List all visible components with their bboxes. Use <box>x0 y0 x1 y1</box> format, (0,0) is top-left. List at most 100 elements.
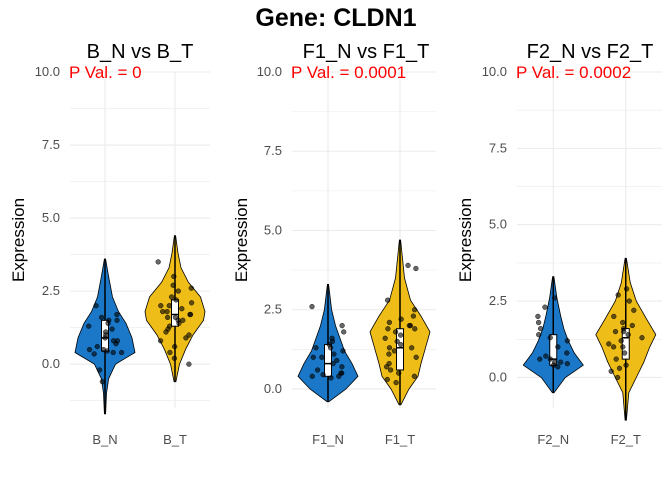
data-point <box>179 306 185 312</box>
data-point <box>169 294 175 300</box>
data-point <box>608 368 614 374</box>
data-point <box>189 300 195 306</box>
y-tick-label: 10.0 <box>257 64 282 79</box>
x-tick-label: F1_T <box>385 432 415 447</box>
data-point <box>313 345 319 351</box>
data-point <box>103 329 109 335</box>
data-point <box>171 273 177 280</box>
y-tick-label: 10.0 <box>35 64 60 79</box>
data-point <box>188 285 194 291</box>
y-tick-label: 7.5 <box>489 140 507 155</box>
data-point <box>334 357 340 364</box>
data-point <box>329 335 335 341</box>
data-point <box>537 326 544 332</box>
figure-title: Gene: CLDN1 <box>255 4 416 32</box>
data-point <box>614 374 621 381</box>
data-point <box>547 335 553 341</box>
data-point <box>393 329 399 335</box>
data-point <box>91 351 97 357</box>
data-point <box>319 354 325 360</box>
panels: 0.0 2.5 5.0 7.5 10.0 B_N B_T B_N vs B_T Expressi… <box>9 41 662 447</box>
y-tick-label: 2.5 <box>42 283 60 298</box>
data-point <box>114 311 120 318</box>
data-point <box>93 303 99 309</box>
y-tick-label: 5.0 <box>264 222 282 237</box>
data-point <box>110 349 116 356</box>
p-value-annotation: P Val. = 0.0001 <box>291 63 406 82</box>
p-value-annotation: P Val. = 0.0002 <box>516 63 631 82</box>
data-point <box>86 347 93 353</box>
data-point <box>339 370 345 376</box>
data-point <box>620 319 626 326</box>
data-point <box>535 313 541 320</box>
data-point <box>183 335 189 341</box>
data-point <box>616 365 623 371</box>
data-point <box>606 341 612 347</box>
data-point <box>172 314 179 321</box>
data-point <box>413 265 419 272</box>
data-point <box>166 303 172 309</box>
data-point <box>165 314 171 321</box>
x-tick-label: F2_N <box>537 432 569 447</box>
data-point <box>382 335 388 341</box>
data-point <box>413 354 419 360</box>
y-tick-label: 0.0 <box>42 356 60 371</box>
data-point <box>330 361 336 367</box>
y-tick-label: 5.0 <box>489 217 507 232</box>
data-point <box>396 370 402 376</box>
data-point <box>167 349 173 356</box>
data-point <box>158 338 164 344</box>
p-value-annotation: P Val. = 0 <box>69 63 142 82</box>
data-point <box>412 307 418 313</box>
data-point <box>164 309 170 315</box>
data-point <box>613 356 619 362</box>
panel-title: F2_N vs F2_T <box>527 41 654 63</box>
box-F1_T <box>396 328 404 371</box>
y-tick-label: 5.0 <box>42 210 60 225</box>
panel-1: 0.0 2.5 5.0 7.5 10.0 B_N B_T B_N vs B_T Expressi… <box>9 41 210 447</box>
y-axis-label: Expression <box>456 198 475 282</box>
data-point <box>615 292 621 298</box>
data-point <box>631 307 637 313</box>
data-point <box>341 329 347 335</box>
data-point <box>621 350 628 356</box>
data-point <box>331 351 337 357</box>
data-point <box>114 338 121 344</box>
data-point <box>384 376 390 383</box>
data-point <box>405 262 411 269</box>
y-tick-label: 0.0 <box>489 369 507 384</box>
data-point <box>158 303 164 309</box>
x-tick-label: F1_N <box>312 432 344 447</box>
data-point <box>412 326 418 332</box>
data-point <box>393 380 399 386</box>
data-point <box>160 309 166 315</box>
y-tick-label: 7.5 <box>42 137 60 152</box>
y-tick-label: 2.5 <box>489 293 507 308</box>
panel-title: B_N vs B_T <box>87 41 194 63</box>
data-point <box>564 350 570 356</box>
data-point <box>629 322 635 329</box>
data-point <box>309 304 315 310</box>
data-point <box>407 323 414 329</box>
data-point <box>99 379 106 385</box>
data-point <box>114 317 120 323</box>
data-point <box>310 354 316 360</box>
data-point <box>173 297 179 303</box>
data-point <box>163 329 169 335</box>
data-point <box>625 332 631 338</box>
y-tick-label: 0.0 <box>264 381 282 396</box>
data-point <box>398 316 404 322</box>
data-point <box>564 361 570 367</box>
data-point <box>543 353 549 359</box>
data-point <box>388 367 394 373</box>
data-point <box>340 348 346 354</box>
data-point <box>315 367 321 373</box>
data-point <box>186 361 192 367</box>
data-point <box>385 326 391 332</box>
data-point <box>536 332 542 338</box>
data-point <box>558 359 564 365</box>
y-tick-label: 10.0 <box>482 64 507 79</box>
data-point <box>339 323 345 329</box>
data-point <box>410 313 417 319</box>
